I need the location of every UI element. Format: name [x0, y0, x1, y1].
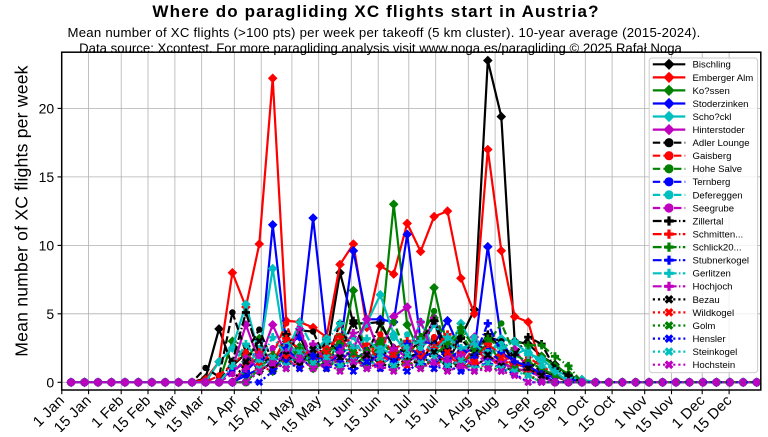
svg-text:Hochjoch: Hochjoch	[693, 282, 733, 293]
svg-text:Adler Lounge: Adler Lounge	[693, 138, 750, 149]
svg-text:Mean number of XC flights per: Mean number of XC flights per week	[12, 65, 32, 356]
svg-text:Emberger Alm: Emberger Alm	[693, 73, 754, 84]
svg-text:Defereggen: Defereggen	[693, 190, 743, 201]
svg-text:Gerlitzen: Gerlitzen	[693, 269, 731, 280]
svg-text:Stubnerkogel: Stubnerkogel	[693, 256, 750, 267]
svg-text:Gaisberg: Gaisberg	[693, 151, 732, 162]
svg-text:Bischling: Bischling	[693, 60, 731, 71]
svg-text:Schmitten...: Schmitten...	[693, 230, 744, 241]
svg-text:10: 10	[39, 237, 55, 253]
svg-text:Hinterstoder: Hinterstoder	[693, 125, 746, 136]
svg-text:Wildkogel: Wildkogel	[693, 308, 735, 319]
svg-text:15: 15	[39, 169, 55, 185]
svg-text:20: 20	[39, 100, 55, 116]
svg-text:5: 5	[46, 306, 54, 322]
svg-text:Hensler: Hensler	[693, 334, 727, 345]
svg-text:Hohe Salve: Hohe Salve	[693, 164, 743, 175]
svg-text:Steinkogel: Steinkogel	[693, 347, 738, 358]
svg-text:Hochstein: Hochstein	[693, 360, 736, 371]
svg-text:Stoderzinken: Stoderzinken	[693, 99, 749, 110]
svg-text:Data source: Xcontest. For mor: Data source: Xcontest. For more paraglid…	[79, 41, 682, 56]
svg-text:Ternberg: Ternberg	[693, 177, 731, 188]
svg-text:Mean number of XC flights (>10: Mean number of XC flights (>100 pts) per…	[68, 25, 701, 40]
svg-text:Where do paragliding XC flight: Where do paragliding XC flights start in…	[152, 2, 599, 21]
svg-text:Schlick20...: Schlick20...	[693, 243, 742, 254]
svg-text:Zillertal: Zillertal	[693, 216, 724, 227]
svg-text:0: 0	[46, 374, 54, 390]
svg-text:Ko?ssen: Ko?ssen	[693, 86, 730, 97]
svg-text:Seegrube: Seegrube	[693, 203, 735, 214]
svg-text:Golm: Golm	[693, 321, 716, 332]
svg-text:Scho?ckl: Scho?ckl	[693, 112, 732, 123]
svg-text:Bezau: Bezau	[693, 295, 720, 306]
